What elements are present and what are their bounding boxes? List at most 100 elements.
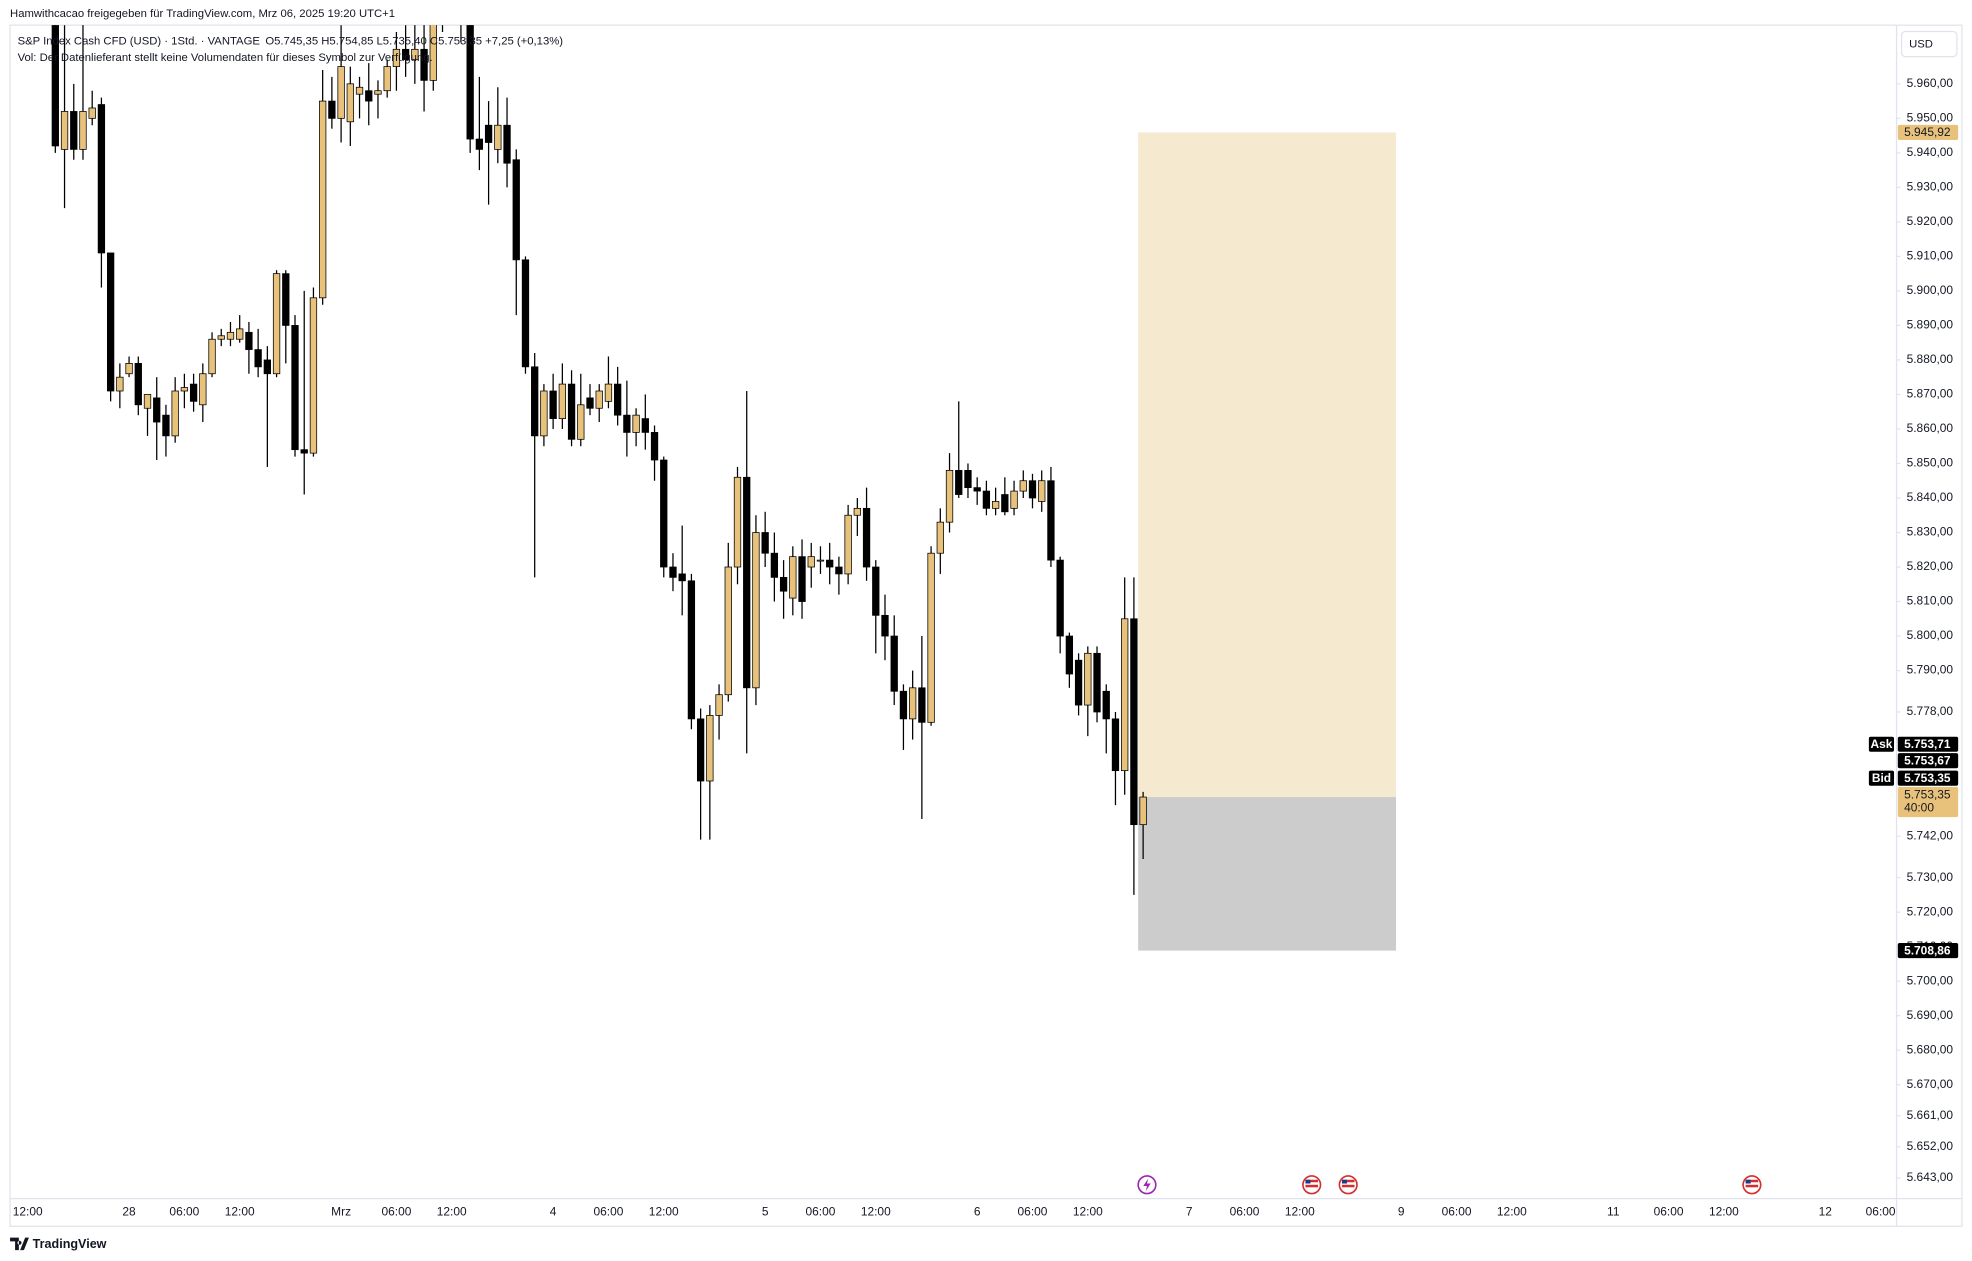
candle-body-down [567,383,576,440]
stop-badge-label: 5.708,86 [1904,943,1951,957]
candle-body-down [743,476,751,689]
candle-body-up [1121,618,1129,772]
price-badge-label: 5.753,35 [1904,787,1951,801]
candle-body-up [116,376,124,392]
candle-body-down [964,470,972,489]
candle-body-down [512,159,520,261]
x-tick-label: 06:00 [169,1205,199,1219]
candle-body-up [1010,490,1018,509]
x-tick-label: 28 [122,1205,136,1219]
target-badge [1897,124,1959,140]
candle-body-down [586,397,594,409]
flag-stripe [1341,1179,1355,1183]
candle-body-down [153,397,161,423]
price-badge [1897,753,1959,769]
x-tick-label: 06:00 [1442,1205,1472,1219]
candle-body-down [1130,618,1138,826]
y-tick-label: 5.900,00 [1907,283,1954,297]
flag-canton [1341,1179,1347,1184]
candle-body-down [245,331,253,350]
y-tick-label: 5.800,00 [1907,628,1954,642]
currency-label: USD [1909,39,1933,51]
candle-body-up [595,390,603,409]
candle-body-down [1093,652,1101,713]
brand-name: TradingView [33,1237,107,1251]
candle-body-down [263,359,271,375]
candle-body-up [1019,480,1027,492]
candle-body-up [337,66,345,119]
ohlc-legend: O5.745,35 H5.754,85 L5.735,40 C5.753,35 … [265,35,563,47]
candle-body-down [475,138,484,150]
candle-body-up [844,514,852,575]
candle-body-down [779,576,788,592]
price-badge [1897,770,1959,786]
candle-body-up [60,111,69,150]
candle-body-up [88,107,96,119]
candle-body-up [789,556,797,599]
candle-body-down [521,259,530,368]
price-badge-tag-label: Ask [1870,737,1892,751]
candle-body-up [706,715,714,782]
y-tick-label: 5.730,00 [1907,870,1954,884]
price-badge-tag-label: Bid [1872,771,1891,785]
y-tick-label: 5.880,00 [1907,352,1954,366]
y-tick-label: 5.930,00 [1907,180,1954,194]
candle-body-down [614,383,622,416]
y-tick-label: 5.950,00 [1907,110,1954,124]
x-tick-label: 12:00 [1073,1205,1103,1219]
candle-body-up [927,552,935,723]
candle-body-up [724,566,732,696]
brand-logo[interactable]: TradingView [10,1237,107,1251]
y-tick-label: 5.742,00 [1907,828,1954,842]
candle-body-down [770,552,779,578]
event-icon[interactable] [1302,1175,1322,1195]
x-tick-label: 06:00 [594,1205,624,1219]
candle-body-up [540,390,548,437]
price-badge-label: 5.753,71 [1904,737,1951,751]
candle-body-down [254,349,262,368]
candle-body-up [733,476,742,568]
candle-body-down [1028,480,1037,499]
x-tick-label: 12:00 [225,1205,255,1219]
loss-zone [1138,797,1396,951]
y-tick-label: 5.643,00 [1907,1170,1954,1184]
candle-body-down [466,25,474,140]
volume-note: Vol: Der Datenlieferant stellt keine Vol… [18,52,433,64]
x-tick-label: 7 [1186,1205,1193,1219]
flag-canton [1305,1179,1311,1184]
y-tick-label: 5.670,00 [1907,1077,1954,1091]
candle-body-up [429,25,437,81]
candle-body-down [890,635,898,692]
candle-body-up [346,83,354,123]
y-tick-label: 5.810,00 [1907,594,1954,608]
x-tick-label: 4 [550,1205,557,1219]
event-icons [1137,1175,1762,1195]
x-tick-label: 12:00 [13,1205,43,1219]
price-badge [1897,736,1959,752]
candle-body-down [669,566,677,578]
price-badge-tag [1868,770,1895,786]
x-tick-label: 12:00 [649,1205,679,1219]
event-icon[interactable] [1742,1175,1762,1195]
candle-body-down [420,48,428,81]
candle-body-down [678,573,686,582]
candle-body-down [189,383,198,402]
price-badge-label: 5.753,35 [1904,771,1951,785]
candle-body-down [761,532,769,554]
target-badge-label: 5.945,92 [1904,125,1951,139]
candle-body-down [918,687,926,723]
candle-body-up [180,387,189,392]
symbol-legend: S&P Index Cash CFD (USD) · 1Std. · VANTA… [18,35,261,47]
plot-area [51,25,1396,951]
candle-body-up [1038,480,1046,502]
stop-badge [1897,943,1959,959]
currency-box[interactable] [1900,30,1958,58]
candle-body-up [936,521,944,554]
event-icon[interactable] [1338,1175,1358,1195]
chart-frame [9,24,1963,1227]
x-tick-label: 06:00 [806,1205,836,1219]
event-icon-glyph [1143,1178,1151,1192]
x-tick-label: 6 [974,1205,981,1219]
